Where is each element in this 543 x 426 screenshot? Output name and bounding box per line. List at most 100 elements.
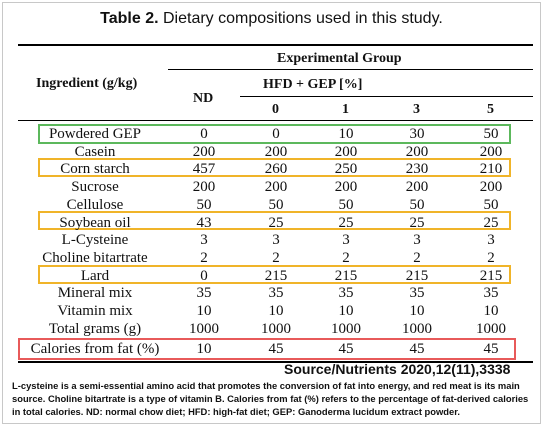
value-cell: 35	[409, 285, 425, 302]
value-cell: 50	[483, 126, 499, 142]
value-cell: 2	[342, 249, 350, 266]
value-cell: 3	[200, 232, 208, 249]
value-cell: 2	[272, 249, 280, 266]
value-cell: 43	[196, 214, 212, 231]
value-cell: 260	[264, 161, 288, 178]
table-row: Calories from fat (%) 10 45 45 45 45	[0, 341, 543, 358]
value-cell: 1000	[261, 320, 291, 337]
table-bottom-rule	[18, 361, 533, 363]
ingredient-cell: Calories from fat (%)	[30, 341, 160, 358]
gep-level-header: 3	[413, 102, 420, 117]
gep-level-header: 5	[487, 102, 494, 117]
table-footnote: L-cysteine is a semi-essential amino aci…	[12, 380, 529, 417]
value-cell: 10	[338, 303, 354, 319]
value-cell: 0	[272, 126, 280, 142]
table-row: Mineral mix 35 35 35 35 35	[0, 285, 543, 302]
value-cell: 35	[268, 285, 284, 302]
ingredient-cell: L-Cysteine	[61, 232, 129, 249]
value-cell: 3	[272, 232, 280, 249]
value-cell: 200	[192, 179, 216, 196]
value-cell: 200	[405, 179, 429, 196]
nd-column-header: ND	[193, 91, 214, 106]
value-cell: 10	[196, 341, 212, 358]
experimental-group-header: Experimental Group	[277, 51, 402, 66]
value-cell: 45	[409, 341, 425, 358]
value-cell: 50	[268, 196, 284, 213]
highlight-box-red	[18, 338, 516, 360]
value-cell: 3	[487, 232, 495, 249]
ingredient-column-header: Ingredient (g/kg)	[36, 76, 138, 91]
value-cell: 200	[192, 143, 216, 160]
value-cell: 1000	[402, 320, 432, 337]
value-cell: 50	[409, 196, 425, 213]
value-cell: 30	[409, 126, 425, 142]
header-bottom-rule	[18, 120, 533, 121]
value-cell: 200	[264, 179, 288, 196]
gep-level-header: 0	[272, 102, 279, 117]
value-cell: 50	[483, 196, 499, 213]
value-cell: 25	[338, 214, 354, 231]
table-row: Lard 0 215 215 215 215	[0, 268, 543, 285]
highlight-box-orange	[38, 211, 511, 230]
value-cell: 200	[479, 179, 503, 196]
value-cell: 10	[483, 303, 499, 319]
ingredient-cell: Total grams (g)	[48, 320, 142, 337]
table-row: L-Cysteine 3 3 3 3 3	[0, 232, 543, 249]
value-cell: 457	[192, 161, 216, 178]
source-citation: Source/Nutrients 2020,12(11),3338	[284, 361, 511, 377]
table-row: Cellulose 50 50 50 50 50	[0, 197, 543, 214]
value-cell: 2	[413, 249, 421, 266]
table-row: Total grams (g) 1000 1000 1000 1000 1000	[0, 321, 543, 338]
ingredient-cell: Lard	[80, 267, 110, 284]
value-cell: 45	[268, 341, 284, 358]
value-cell: 1000	[331, 320, 361, 337]
value-cell: 215	[479, 267, 503, 284]
ingredient-cell: Soybean oil	[59, 214, 131, 231]
value-cell: 200	[334, 143, 358, 160]
value-cell: 25	[409, 214, 425, 231]
ingredient-cell: Choline bitartrate	[42, 249, 148, 266]
hfd-rule	[240, 96, 533, 97]
value-cell: 50	[196, 196, 212, 213]
highlight-box-green	[38, 124, 511, 144]
table-row: Corn starch 457 260 250 230 210	[0, 161, 543, 178]
value-cell: 10	[409, 303, 425, 319]
ingredient-cell: Sucrose	[71, 179, 119, 196]
value-cell: 25	[483, 214, 499, 231]
highlight-box-orange	[38, 158, 511, 177]
value-cell: 200	[405, 143, 429, 160]
value-cell: 200	[334, 179, 358, 196]
value-cell: 215	[264, 267, 288, 284]
gep-level-header: 1	[342, 102, 349, 117]
ingredient-cell: Powdered GEP	[48, 126, 142, 142]
value-cell: 210	[479, 161, 503, 178]
table-row: Powdered GEP 0 0 10 30 50	[0, 126, 543, 143]
value-cell: 35	[483, 285, 499, 302]
value-cell: 2	[200, 249, 208, 266]
ingredient-cell: Corn starch	[60, 161, 130, 178]
value-cell: 35	[338, 285, 354, 302]
value-cell: 215	[405, 267, 429, 284]
table-title: Table 2. Dietary compositions used in th…	[0, 10, 543, 28]
table-row: Sucrose 200 200 200 200 200	[0, 179, 543, 196]
value-cell: 230	[405, 161, 429, 178]
group-rule	[168, 69, 533, 70]
table-title-prefix: Table 2.	[100, 10, 159, 27]
value-cell: 215	[334, 267, 358, 284]
value-cell: 1000	[189, 320, 219, 337]
hfd-gep-header: HFD + GEP [%]	[263, 77, 363, 92]
value-cell: 10	[338, 126, 354, 142]
top-rule	[18, 44, 533, 46]
value-cell: 3	[413, 232, 421, 249]
value-cell: 250	[334, 161, 358, 178]
value-cell: 50	[338, 196, 354, 213]
value-cell: 25	[268, 214, 284, 231]
table-row: Choline bitartrate 2 2 2 2 2	[0, 250, 543, 267]
value-cell: 35	[196, 285, 212, 302]
value-cell: 45	[338, 341, 354, 358]
ingredient-cell: Vitamin mix	[57, 303, 133, 319]
value-cell: 45	[483, 341, 499, 358]
value-cell: 2	[487, 249, 495, 266]
table-row: Casein 200 200 200 200 200	[0, 144, 543, 161]
